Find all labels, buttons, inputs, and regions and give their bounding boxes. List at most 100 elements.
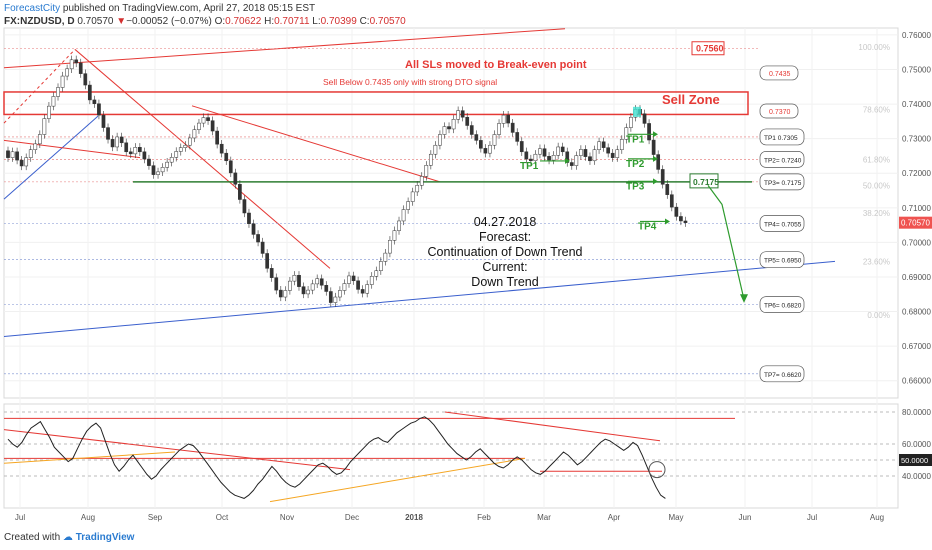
candle-body: [492, 134, 497, 146]
fib-level-label: 0.00%: [867, 311, 890, 320]
candle-body: [78, 62, 83, 74]
tp-callout: [759, 296, 805, 313]
tp-callout-label: TP5= 0.6950: [764, 258, 802, 265]
sell-zone-box: [3, 91, 749, 116]
price-tick-label: 0.68000: [902, 308, 931, 317]
candle-body: [283, 290, 288, 298]
tp-callout-label: TP7= 0.6620: [764, 372, 802, 379]
candle-body: [269, 268, 274, 278]
candle-body: [192, 129, 197, 139]
candle-body: [301, 286, 306, 295]
publisher-name[interactable]: ForecastCity: [4, 3, 61, 14]
tradingview-brand[interactable]: TradingView: [75, 532, 135, 543]
zone-callout: [759, 103, 799, 119]
osc-line: [7, 416, 666, 499]
candle-body: [674, 206, 679, 217]
sl-moved-text: All SLs moved to Break-even point: [405, 59, 587, 71]
osc-orange-line-1: [3, 451, 176, 464]
candle-body: [397, 220, 401, 231]
candle-body: [419, 176, 424, 186]
candle-body: [606, 147, 611, 154]
candle-body: [210, 120, 215, 132]
candle-body: [224, 152, 229, 162]
candle-body: [488, 144, 492, 154]
candle-body: [274, 277, 279, 291]
change-arrow-icon: ▼: [116, 16, 127, 27]
candle-body: [647, 123, 651, 141]
time-tick-label: Aug: [81, 513, 95, 522]
candle-body: [101, 114, 106, 128]
candle-body: [597, 141, 601, 150]
candle-body: [547, 156, 551, 161]
candle-body: [456, 110, 460, 120]
candle-body: [392, 230, 397, 241]
candle-body: [501, 114, 506, 124]
price-tick-label: 0.72000: [902, 169, 931, 178]
tradingview-logo-icon: ☁: [62, 532, 73, 543]
tp-callout-label: TP6= 0.6820: [764, 303, 802, 310]
price-tick-label: 0.69000: [902, 273, 931, 282]
fib-level-label: 50.00%: [863, 181, 890, 190]
forecast-text-line: 04.27.2018: [474, 215, 537, 229]
candle-body: [338, 290, 342, 298]
candle-body: [115, 136, 119, 148]
time-tick-label: Dec: [345, 513, 359, 522]
candle-body: [433, 144, 438, 155]
candle-body: [51, 96, 56, 107]
short-blue-trendline: [3, 115, 99, 200]
candle-body: [624, 127, 629, 140]
candle-body: [656, 154, 661, 170]
candle-body: [556, 146, 560, 156]
candle-body: [15, 151, 19, 161]
published-text: published on TradingView.com, April 27, …: [62, 3, 316, 14]
candle-body: [251, 223, 256, 235]
candle-body: [369, 276, 374, 285]
price-tick-label: 0.73000: [902, 135, 931, 144]
osc-down-trendline-1: [3, 429, 351, 471]
tp-arrow-head-icon: [665, 218, 670, 225]
ohlc-label-close: C:: [359, 16, 370, 27]
candle-body: [215, 130, 219, 145]
candle-body: [10, 151, 15, 158]
time-tick-label: Oct: [216, 513, 229, 522]
candle-body: [415, 185, 420, 193]
candle-body: [56, 87, 60, 97]
candle-body: [188, 137, 192, 146]
osc-value-label: 50.0000: [901, 456, 928, 465]
forecast-text-line: Down Trend: [471, 275, 538, 289]
candle-body: [469, 125, 474, 135]
change-value: −0.00052 (−0.07%): [126, 16, 212, 27]
candle-body: [142, 151, 147, 160]
forecast-text-line: Current:: [482, 260, 527, 274]
candle-body: [65, 68, 69, 77]
time-tick-label: Jul: [807, 513, 817, 522]
fib-level-label: 23.60%: [863, 257, 890, 266]
zone-callout: [759, 65, 799, 81]
price-tick-label: 0.67000: [902, 342, 931, 351]
ohlc-close: 0.70570: [369, 16, 406, 27]
candle-body: [151, 165, 156, 175]
candle-body: [178, 147, 183, 152]
tp-callout: [759, 151, 805, 168]
candle-body: [315, 278, 320, 285]
osc-signal-circle: [648, 461, 666, 479]
candle-body: [206, 117, 210, 121]
candle-body: [665, 184, 670, 195]
ohlc-high: 0.70711: [274, 16, 310, 27]
forecast-text-line: Continuation of Down Trend: [428, 245, 583, 259]
candle-body: [519, 141, 524, 153]
candle-body: [324, 285, 329, 292]
candle-body: [160, 167, 165, 173]
candle-body: [60, 75, 65, 88]
candle-body: [378, 261, 383, 271]
candle-body: [197, 122, 201, 130]
tp-callout-label: TP1 0.7305: [764, 135, 798, 142]
ohlc-label-high: H:: [264, 16, 275, 27]
candle-body: [297, 274, 301, 287]
candle-body: [610, 152, 615, 158]
last-price-label: 0.70570: [901, 219, 930, 228]
candle-body: [583, 149, 588, 157]
long-resistance-line: [3, 28, 566, 69]
candle-body: [383, 252, 388, 262]
